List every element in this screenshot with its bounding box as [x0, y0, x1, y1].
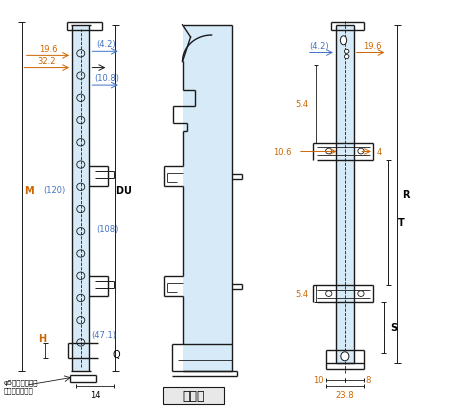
Text: 19.6: 19.6 [363, 42, 382, 51]
Text: (4.2): (4.2) [97, 40, 116, 49]
Text: 受光器: 受光器 [182, 389, 205, 402]
Text: 32.2: 32.2 [37, 56, 56, 65]
Text: 5.4: 5.4 [295, 100, 308, 109]
Text: 23.8: 23.8 [336, 390, 354, 399]
Text: 19.6: 19.6 [39, 45, 57, 54]
Text: (4.2): (4.2) [309, 42, 329, 51]
Circle shape [344, 55, 349, 59]
Text: Q: Q [113, 349, 121, 359]
Text: S: S [390, 323, 397, 333]
Circle shape [358, 291, 364, 297]
Text: 8: 8 [366, 375, 371, 384]
Ellipse shape [340, 37, 346, 46]
Text: 4: 4 [377, 148, 382, 157]
Circle shape [326, 291, 332, 297]
Text: U: U [123, 185, 131, 195]
Text: 10.6: 10.6 [274, 148, 292, 157]
Text: 5.4: 5.4 [295, 290, 308, 298]
Bar [183, 26, 232, 371]
Bar [336, 26, 354, 363]
Text: (108): (108) [97, 225, 119, 234]
Circle shape [326, 149, 332, 155]
Bar [163, 387, 224, 404]
Text: (120): (120) [43, 186, 65, 195]
Text: (47.1): (47.1) [91, 330, 116, 339]
Text: D: D [115, 185, 123, 195]
Text: （黒ライン入）: （黒ライン入） [4, 387, 33, 393]
Text: φ5灰色ケーブル: φ5灰色ケーブル [4, 378, 38, 385]
Text: 10: 10 [313, 375, 324, 384]
Circle shape [358, 149, 364, 155]
Bar [72, 26, 90, 371]
Text: T: T [398, 218, 405, 228]
Text: R: R [403, 189, 410, 199]
Ellipse shape [341, 352, 349, 361]
Text: H: H [38, 333, 47, 343]
Circle shape [344, 50, 349, 54]
Text: (10.8): (10.8) [94, 74, 119, 83]
Text: M: M [24, 185, 34, 195]
Text: 14: 14 [90, 390, 100, 399]
